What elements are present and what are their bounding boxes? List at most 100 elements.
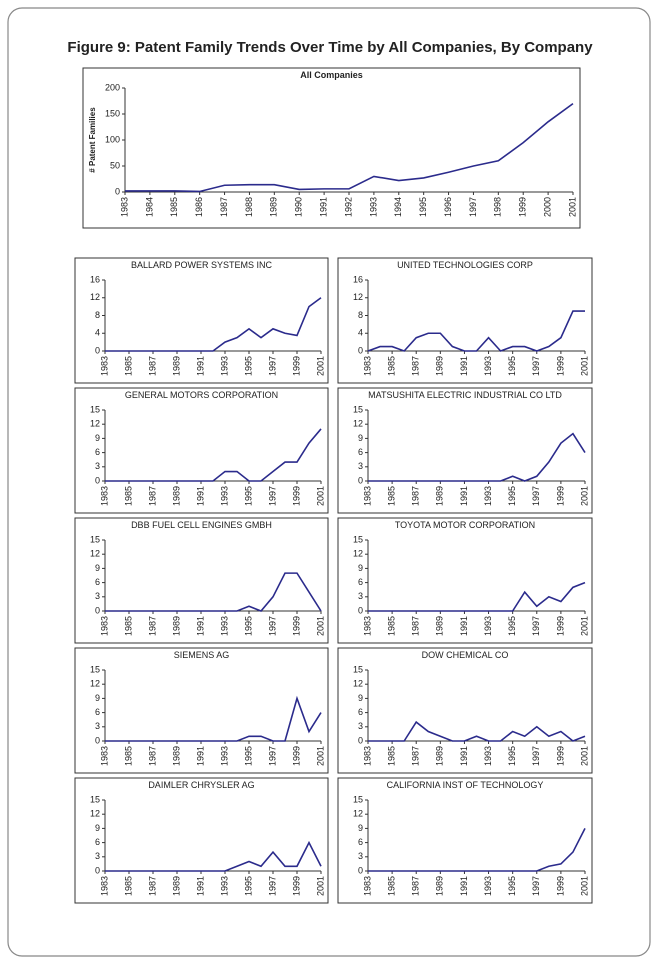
x-tick-label: 1997 [531,616,541,636]
x-tick-label: 2001 [567,197,577,217]
x-tick-label: 1997 [531,356,541,376]
y-tick-label: 150 [105,108,120,118]
x-tick-label: 1987 [411,876,421,896]
x-tick-label: 1995 [507,616,517,636]
y-tick-label: 8 [95,310,100,320]
x-tick-label: 2001 [579,616,589,636]
x-tick-label: 1997 [531,876,541,896]
chart-title: DBB FUEL CELL ENGINES GMBH [131,520,272,530]
data-line [368,828,586,872]
y-tick-label: 15 [353,534,363,544]
x-tick-label: 1983 [362,486,372,506]
chart-frame [74,777,329,904]
x-tick-label: 1989 [171,616,181,636]
x-tick-label: 1994 [393,197,403,217]
y-tick-label: 6 [95,577,100,587]
y-tick-label: 9 [95,433,100,443]
x-tick-label: 1985 [123,876,133,896]
x-tick-label: 1991 [195,616,205,636]
x-tick-label: 1986 [194,197,204,217]
x-tick-label: 1997 [267,356,277,376]
y-tick-label: 0 [358,605,363,615]
x-tick-label: 1987 [411,356,421,376]
y-tick-label: 12 [90,809,100,819]
y-tick-label: 12 [353,549,363,559]
x-tick-label: 1993 [483,616,493,636]
x-tick-label: 1995 [418,197,428,217]
x-tick-label: 2001 [315,486,325,506]
y-tick-label: 15 [353,794,363,804]
x-tick-label: 2001 [579,876,589,896]
x-tick-label: 1983 [362,616,372,636]
chart-title: DAIMLER CHRYSLER AG [148,780,255,790]
chart-title-box: DBB FUEL CELL ENGINES GMBH [131,520,272,530]
chart-frame [337,517,593,644]
x-tick-label: 1993 [219,746,229,766]
y-tick-label: 0 [95,345,100,355]
chart-frame [337,257,593,384]
chart-title-box: TOYOTA MOTOR CORPORATION [395,520,535,530]
y-tick-label: 6 [95,707,100,717]
y-tick-label: 6 [95,837,100,847]
y-axis-label: # Patent Families [88,107,97,173]
x-tick-label: 1996 [443,197,453,217]
x-tick-label: 1983 [99,616,109,636]
y-tick-label: 0 [95,865,100,875]
chart-frame [74,387,329,514]
x-tick-label: 1985 [386,746,396,766]
x-tick-label: 1985 [386,356,396,376]
chart-title-box: GENERAL MOTORS CORPORATION [125,390,278,400]
chart-title: DOW CHEMICAL CO [421,650,509,660]
y-tick-label: 100 [105,134,120,144]
x-tick-label: 1995 [507,356,517,376]
x-tick-label: 1989 [435,356,445,376]
chart-title-box: All Companies [300,70,363,80]
x-tick-label: 1983 [99,356,109,376]
x-tick-label: 1989 [171,876,181,896]
x-tick-label: 2001 [315,746,325,766]
x-tick-label: 1991 [195,746,205,766]
chart-title: SIEMENS AG [173,650,230,660]
x-tick-label: 1985 [123,486,133,506]
data-line [105,428,322,482]
x-tick-label: 1993 [368,197,378,217]
y-tick-label: 9 [358,563,363,573]
x-tick-label: 1989 [269,197,279,217]
chart-title: BALLARD POWER SYSTEMS INC [130,260,273,270]
x-tick-label: 2001 [579,356,589,376]
data-line [105,297,322,352]
y-tick-label: 12 [90,419,100,429]
x-tick-label: 1993 [219,616,229,636]
x-tick-label: 1997 [531,486,541,506]
y-tick-label: 0 [95,475,100,485]
x-tick-label: 1983 [362,876,372,896]
x-tick-label: 1987 [147,616,157,636]
x-tick-label: 1990 [294,197,304,217]
x-tick-label: 1983 [362,356,372,376]
x-tick-label: 1991 [195,356,205,376]
y-tick-label: 16 [90,274,100,284]
y-tick-label: 3 [95,721,100,731]
y-tick-label: 6 [358,577,363,587]
x-tick-label: 1999 [291,486,301,506]
x-tick-label: 1987 [411,486,421,506]
x-tick-label: 1993 [483,486,493,506]
y-tick-label: 12 [90,549,100,559]
x-tick-label: 2001 [579,746,589,766]
x-tick-label: 1999 [291,616,301,636]
y-tick-label: 9 [95,693,100,703]
x-tick-label: 1983 [99,486,109,506]
y-tick-label: 15 [90,534,100,544]
chart-title-box: BALLARD POWER SYSTEMS INC [130,260,273,270]
x-tick-label: 1999 [555,356,565,376]
chart-title-box: DAIMLER CHRYSLER AG [148,780,255,790]
x-tick-label: 1999 [555,616,565,636]
x-tick-label: 1997 [531,746,541,766]
chart-title-box: CALIFORNIA INST OF TECHNOLOGY [387,780,544,790]
y-tick-label: 12 [353,679,363,689]
x-tick-label: 2000 [542,197,552,217]
x-tick-label: 1987 [147,356,157,376]
x-tick-label: 1987 [147,746,157,766]
x-tick-label: 2001 [315,616,325,636]
